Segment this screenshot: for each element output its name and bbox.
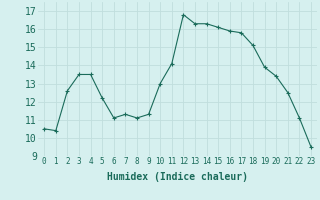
X-axis label: Humidex (Indice chaleur): Humidex (Indice chaleur) [107, 172, 248, 182]
